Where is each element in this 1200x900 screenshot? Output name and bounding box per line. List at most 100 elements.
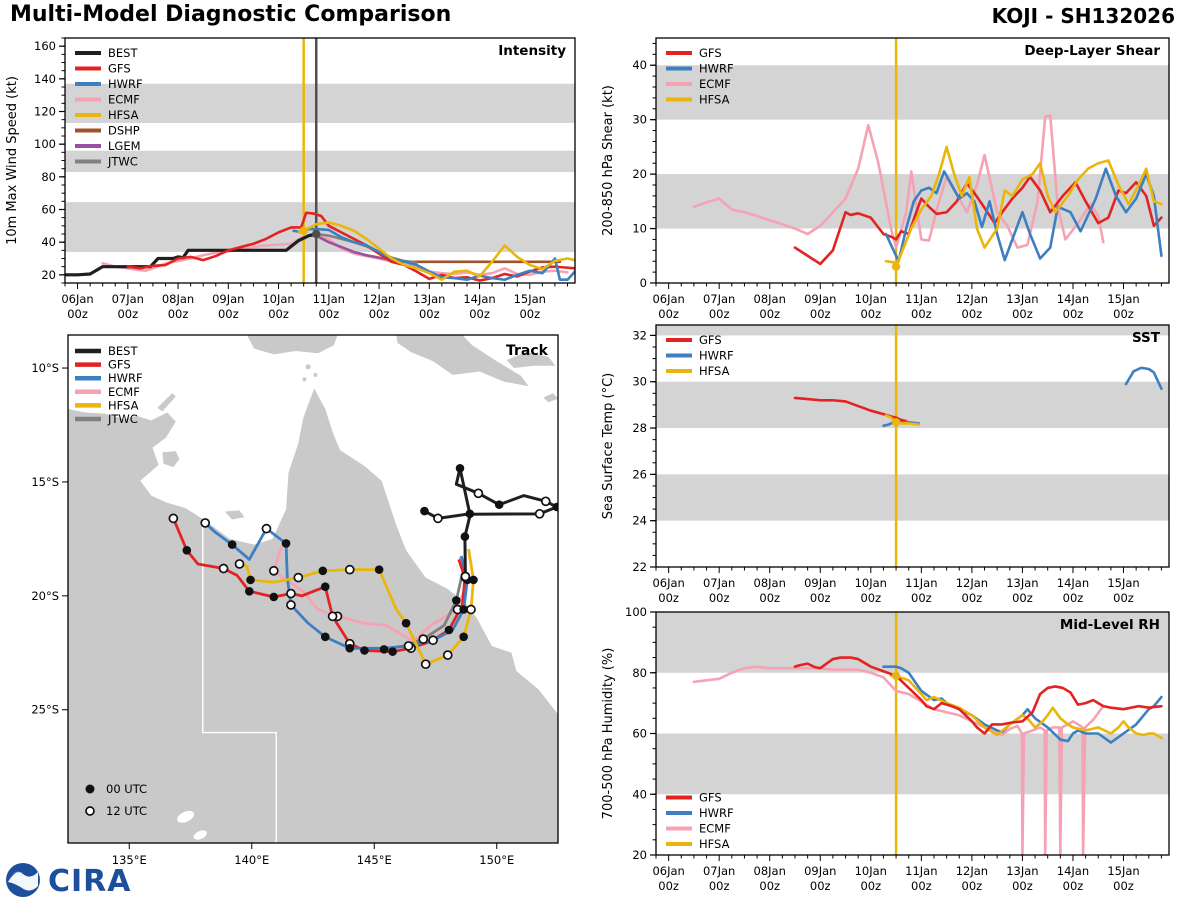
position-marker-12utc: [540, 496, 551, 507]
track-BEST: [423, 466, 558, 577]
category-band: [656, 612, 1169, 673]
init-marker: [891, 262, 901, 271]
svg-text:00z: 00z: [1063, 307, 1084, 321]
svg-text:80: 80: [41, 170, 56, 184]
svg-text:07Jan: 07Jan: [703, 292, 735, 306]
svg-text:00z: 00z: [1113, 879, 1134, 893]
svg-text:00z: 00z: [1012, 307, 1033, 321]
svg-text:15Jan: 15Jan: [1107, 576, 1139, 590]
series-ECMF: [692, 665, 1105, 855]
position-marker-00utc: [494, 500, 504, 510]
svg-text:10Jan: 10Jan: [855, 864, 887, 878]
position-marker-00utc: [452, 596, 461, 605]
panel-title: SST: [1132, 330, 1161, 346]
series-HFSA: [889, 674, 1163, 740]
series-HWRF: [884, 167, 1163, 263]
position-marker-00utc: [227, 540, 237, 549]
svg-text:24: 24: [632, 514, 647, 528]
island-wessel: [157, 393, 176, 412]
svg-text:00z: 00z: [318, 307, 339, 321]
island: [543, 393, 558, 403]
svg-text:12Jan: 12Jan: [956, 292, 988, 306]
svg-text:140: 140: [34, 72, 56, 86]
position-marker-00utc: [360, 646, 369, 655]
series-GFS: [793, 396, 908, 423]
category-band: [656, 65, 1169, 120]
series-GFS: [126, 211, 575, 282]
svg-text:00z: 00z: [1113, 591, 1134, 605]
track-HFSA: [239, 548, 475, 666]
svg-text:10Jan: 10Jan: [855, 292, 887, 306]
svg-text:160: 160: [34, 39, 56, 53]
position-marker-00utc: [269, 592, 279, 602]
position-marker-00utc: [465, 509, 475, 519]
category-band: [656, 325, 1169, 336]
category-band: [65, 83, 575, 123]
svg-text:25°S: 25°S: [31, 703, 59, 717]
position-marker-12utc: [442, 650, 453, 660]
track-HWRF: [204, 521, 469, 650]
position-marker-00utc: [388, 647, 397, 656]
svg-text:26: 26: [632, 467, 647, 481]
sst-x-axis: 06Jan00z07Jan00z08Jan00z09Jan00z10Jan00z…: [652, 567, 1162, 605]
svg-text:145°E: 145°E: [357, 853, 392, 867]
noaa-logo-icon: [6, 863, 40, 897]
position-marker-00utc: [281, 539, 291, 548]
svg-text:00z: 00z: [1063, 591, 1084, 605]
svg-text:00z: 00z: [860, 879, 881, 893]
svg-text:00z: 00z: [962, 879, 983, 893]
svg-text:30: 30: [632, 375, 647, 389]
category-band: [65, 202, 575, 252]
svg-text:14Jan: 14Jan: [1057, 576, 1089, 590]
position-marker-00utc: [444, 625, 454, 635]
island-dot: [305, 364, 311, 370]
category-band: [656, 474, 1169, 521]
svg-text:00 UTC: 00 UTC: [106, 782, 147, 796]
rh-panel: 06Jan00z07Jan00z08Jan00z09Jan00z10Jan00z…: [601, 605, 1170, 893]
position-marker-12utc: [428, 635, 438, 646]
svg-text:13Jan: 13Jan: [1006, 576, 1038, 590]
position-marker-12utc: [344, 564, 355, 575]
svg-text:15Jan: 15Jan: [1107, 292, 1139, 306]
position-marker-00utc: [374, 565, 384, 574]
agency-logos: CIRA: [6, 863, 131, 899]
svg-text:40: 40: [632, 58, 647, 72]
position-marker-12utc: [473, 488, 484, 499]
position-marker-00utc: [552, 502, 558, 512]
legend-label-HWRF: HWRF: [108, 371, 143, 385]
svg-text:00z: 00z: [419, 307, 440, 321]
legend-label-ECMF: ECMF: [108, 385, 140, 399]
legend-label-BEST: BEST: [108, 344, 138, 358]
position-marker-12utc: [293, 572, 304, 583]
svg-text:12Jan: 12Jan: [956, 864, 988, 878]
svg-text:150°E: 150°E: [479, 853, 514, 867]
series-HWRF: [1124, 366, 1163, 390]
position-marker-00utc: [345, 643, 355, 653]
svg-text:10°S: 10°S: [31, 361, 59, 375]
panel-title: Deep-Layer Shear: [1024, 43, 1160, 59]
legend-label-LGEM: LGEM: [108, 139, 141, 153]
legend-label-BEST: BEST: [108, 46, 138, 60]
shear-x-axis: 06Jan00z07Jan00z08Jan00z09Jan00z10Jan00z…: [652, 283, 1162, 321]
y-axis-label: 200-850 hPa Shear (kt): [601, 85, 616, 236]
svg-text:09Jan: 09Jan: [804, 292, 836, 306]
svg-text:15Jan: 15Jan: [1107, 864, 1139, 878]
position-marker-12utc: [286, 588, 296, 599]
position-marker-00utc: [245, 586, 254, 596]
island-dot: [313, 372, 318, 377]
category-band: [656, 733, 1169, 795]
shear-y-axis: 0 10 20 30 40: [632, 42, 656, 290]
svg-text:08Jan: 08Jan: [754, 292, 786, 306]
position-marker-00utc: [459, 632, 468, 642]
svg-text:00z: 00z: [911, 307, 932, 321]
svg-text:40: 40: [632, 787, 647, 801]
svg-text:00z: 00z: [860, 591, 881, 605]
svg-text:00z: 00z: [369, 307, 390, 321]
init-marker: [891, 671, 901, 680]
category-band: [656, 381, 1169, 429]
